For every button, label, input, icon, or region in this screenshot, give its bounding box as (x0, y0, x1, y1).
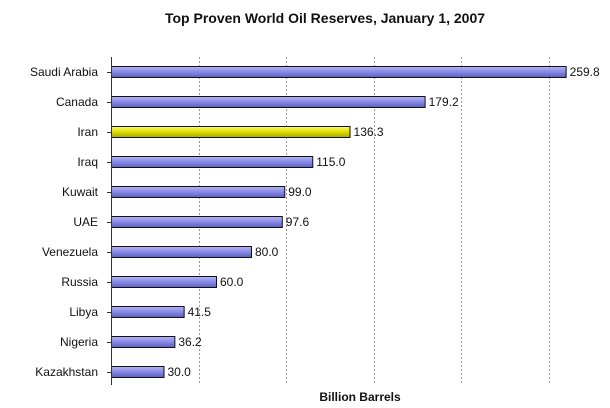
category-label-iraq: Iraq (77, 155, 98, 169)
bar-libya (111, 306, 185, 318)
category-label-venezuela: Venezuela (42, 245, 98, 259)
bar-saudi-arabia (111, 66, 567, 78)
bar-canada (111, 96, 426, 108)
bar-iran (111, 126, 351, 138)
value-label-venezuela: 80.0 (255, 245, 279, 259)
category-label-libya: Libya (69, 305, 98, 319)
bar-iraq (111, 156, 314, 168)
value-label-nigeria: 36.2 (178, 335, 202, 349)
value-label-uae: 97.6 (286, 215, 310, 229)
value-label-canada: 179.2 (429, 95, 459, 109)
value-label-saudi-arabia: 259.8 (570, 65, 600, 79)
bar-nigeria (111, 336, 176, 348)
chart-title: Top Proven World Oil Reserves, January 1… (164, 10, 486, 26)
label-layer: Saudi Arabia 259.8 Canada 179.2 Iran 136.3 Ira… (30, 65, 600, 379)
value-label-iran: 136.3 (354, 125, 384, 139)
value-label-russia: 60.0 (220, 275, 244, 289)
category-label-uae: UAE (73, 215, 98, 229)
value-label-iraq: 115.0 (316, 155, 345, 169)
x-axis-label: Billion Barrels (319, 390, 401, 404)
category-label-iran: Iran (77, 125, 98, 139)
category-label-kuwait: Kuwait (62, 185, 99, 199)
bar-venezuela (111, 246, 252, 258)
bar-russia (111, 276, 217, 288)
value-label-libya: 41.5 (188, 305, 212, 319)
bar-layer (107, 66, 567, 378)
value-label-kuwait: 99.0 (288, 185, 312, 199)
category-label-saudi-arabia: Saudi Arabia (30, 65, 98, 79)
category-label-nigeria: Nigeria (60, 335, 98, 349)
category-label-kazakhstan: Kazakhstan (35, 365, 98, 379)
value-label-kazakhstan: 30.0 (168, 365, 192, 379)
bar-kazakhstan (111, 366, 165, 378)
bar-uae (111, 216, 283, 228)
category-label-canada: Canada (56, 95, 98, 109)
bar-kuwait (111, 186, 286, 198)
category-label-russia: Russia (61, 275, 98, 289)
